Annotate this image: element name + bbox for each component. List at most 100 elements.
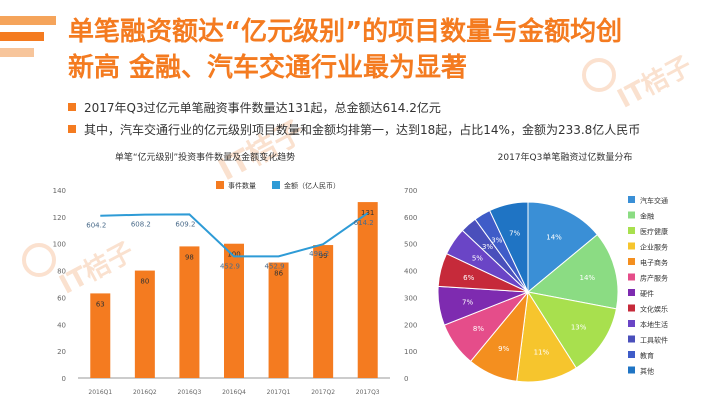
bullet-text: 其中，汽车交通行业的亿元级别项目数量和金额均排第一，达到18起，占比14%，金额…	[84, 122, 641, 137]
y-left-tick-label: 60	[57, 294, 66, 302]
accent-bar	[0, 32, 44, 41]
line-value-label: 452.9	[220, 262, 240, 270]
legend-line-label: 金额（亿人民币）	[284, 181, 340, 190]
legend-line-swatch	[272, 181, 280, 189]
pie-chart: 2017年Q3单笔融资过亿数量分布 14% 14% 13% 11% 9% 8% 7% 6% 5%…	[437, 151, 668, 383]
pie-slice-label: 14%	[546, 234, 562, 242]
bullet-square-icon	[68, 125, 76, 133]
watermark-logo-icon	[582, 58, 616, 92]
bar-value-label: 100	[227, 251, 240, 259]
y-left-tick-label: 100	[53, 241, 66, 249]
pie-slice-label: 3%	[491, 236, 502, 244]
bar	[313, 245, 334, 378]
legend-label: 硬件	[640, 289, 654, 298]
legend-swatch	[628, 242, 635, 250]
legend-swatch	[628, 211, 635, 219]
bar	[357, 202, 378, 378]
legend-label: 汽车交通	[640, 196, 668, 205]
combo-legend: 事件数量 金额（亿人民币）	[216, 181, 340, 190]
legend-swatch	[628, 196, 635, 203]
legend-swatch	[628, 227, 635, 234]
combo-chart: 单笔“亿元级别”投资事件数量及金额变化趋势 事件数量 金额（亿人民币） 0 20 4…	[53, 151, 418, 396]
x-tick-label: 2016Q3	[178, 389, 202, 396]
bar	[268, 262, 289, 378]
y-left-tick-label: 80	[57, 268, 66, 276]
accent-bars	[0, 16, 56, 57]
bar-value-label: 99	[319, 252, 328, 260]
y-left-tick-label: 120	[53, 214, 66, 222]
accent-bar	[0, 48, 34, 57]
bullet-list: 2017年Q3过亿元单笔融资事件数量达131起，总金额达614.2亿元 其中，汽…	[68, 96, 708, 140]
pie-slice-label: 9%	[498, 345, 509, 353]
y-right-tick-label: 500	[404, 241, 417, 249]
pie-slice-label: 6%	[463, 274, 474, 282]
pie-slice-label: 5%	[472, 255, 483, 263]
line-value-label: 609.2	[175, 220, 195, 228]
legend-swatch	[628, 258, 635, 265]
y-right-tick-label: 700	[404, 187, 417, 195]
bullet-square-icon	[68, 103, 76, 111]
watermark-logo-icon	[22, 243, 56, 277]
legend-label: 房产服务	[640, 274, 668, 283]
bar-value-label: 86	[274, 270, 283, 278]
bar	[224, 243, 244, 378]
y-right-tick-label: 0	[404, 375, 408, 383]
y-right-tick-label: 100	[404, 348, 417, 356]
bar	[90, 293, 111, 378]
bar-value-label: 63	[96, 300, 105, 308]
line-value-label: 608.2	[131, 221, 151, 229]
line-value-label: 498.2	[309, 250, 329, 258]
line-value-label: 614.2	[354, 219, 374, 227]
legend-label: 企业服务	[640, 243, 668, 252]
y-left-tick-label: 40	[57, 321, 66, 329]
y-right-tick-label: 400	[404, 268, 417, 276]
legend-label: 电子商务	[640, 258, 668, 267]
x-tick-label: 2017Q3	[356, 389, 380, 396]
y-right-tick-label: 600	[404, 214, 417, 222]
legend-swatch	[628, 351, 635, 358]
bar-value-label: 80	[140, 278, 149, 286]
pie-slice-label: 8%	[473, 325, 484, 333]
pie-slice	[526, 291, 617, 369]
x-tick-label: 2016Q1	[88, 389, 112, 396]
pie-slice-label: 7%	[509, 229, 520, 237]
pie-slice-label: 7%	[462, 299, 473, 307]
pie-slice	[526, 233, 619, 310]
legend-swatch	[628, 304, 635, 312]
line-value-label: 604.2	[86, 222, 106, 230]
line-value-label: 452.9	[265, 262, 285, 270]
legend-swatch	[628, 335, 635, 343]
bullet-item: 2017年Q3过亿元单笔融资事件数量达131起，总金额达614.2亿元	[68, 96, 708, 118]
legend-swatch	[628, 289, 635, 296]
legend-label: 教育	[640, 351, 654, 360]
legend-swatch	[628, 273, 635, 281]
y-left-tick-label: 20	[57, 348, 66, 356]
legend-label: 工具软件	[640, 336, 668, 345]
bar-value-label: 98	[185, 253, 194, 261]
legend-bar-swatch	[216, 181, 224, 189]
x-tick-label: 2016Q4	[222, 389, 246, 396]
pie-slice	[527, 201, 599, 294]
pie-chart-title: 2017年Q3单笔融资过亿数量分布	[498, 151, 633, 163]
y-left-tick-label: 140	[53, 187, 66, 195]
legend-label: 金融	[640, 212, 654, 221]
legend-label: 文化娱乐	[640, 305, 668, 314]
series-line-amount	[100, 212, 369, 258]
x-tick-label: 2017Q1	[267, 389, 291, 396]
x-tick-label: 2017Q2	[311, 389, 335, 396]
combo-chart-title: 单笔“亿元级别”投资事件数量及金额变化趋势	[115, 151, 295, 163]
pie-slice	[489, 201, 529, 293]
bar	[134, 270, 155, 378]
legend-label: 本地生活	[640, 320, 668, 329]
bullet-text: 2017年Q3过亿元单笔融资事件数量达131起，总金额达614.2亿元	[84, 100, 441, 115]
legend-bar-label: 事件数量	[228, 181, 256, 190]
legend-swatch	[628, 320, 635, 327]
page-title-line1: 单笔融资额达“亿元级别”的项目数量与金额均创	[68, 17, 623, 47]
bar	[179, 246, 200, 378]
legend-label: 医疗健康	[640, 227, 668, 236]
pie-slice-label: 14%	[579, 274, 595, 282]
pie-slice-label: 3%	[482, 243, 493, 251]
legend-label: 其他	[640, 367, 654, 376]
y-left-tick-label: 0	[62, 375, 66, 383]
bullet-item: 其中，汽车交通行业的亿元级别项目数量和金额均排第一，达到18起，占比14%，金额…	[68, 118, 708, 140]
